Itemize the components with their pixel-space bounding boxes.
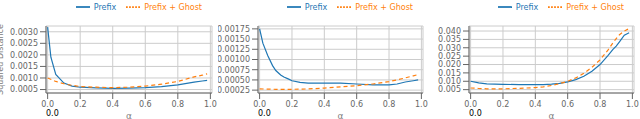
svg-text:0.0: 0.0 xyxy=(253,100,266,109)
svg-text:0.4: 0.4 xyxy=(106,100,119,109)
svg-text:0.00175: 0.00175 xyxy=(218,25,250,34)
html-text:0.0: 0.0 xyxy=(258,109,271,118)
svg-text:0.0015: 0.0015 xyxy=(10,62,38,71)
svg-text:0.8: 0.8 xyxy=(383,100,396,109)
svg-text:0.030: 0.030 xyxy=(438,44,461,53)
html-text:0.0: 0.0 xyxy=(46,109,59,118)
svg-text:0.0010: 0.0010 xyxy=(10,74,38,83)
svg-text:0.00150: 0.00150 xyxy=(218,35,250,44)
svg-text:0.0005: 0.0005 xyxy=(10,85,38,94)
svg-text:0.035: 0.035 xyxy=(438,35,461,44)
html-text:Prefix + Ghost: Prefix + Ghost xyxy=(566,2,624,12)
html-text:0.0: 0.0 xyxy=(469,109,482,118)
svg-text:0.0030: 0.0030 xyxy=(10,28,38,37)
html-text:Prefix: Prefix xyxy=(93,2,117,12)
html-text:Prefix: Prefix xyxy=(515,2,539,12)
svg-text:0.015: 0.015 xyxy=(438,69,461,78)
svg-text:α: α xyxy=(338,111,344,119)
svg-text:0.0: 0.0 xyxy=(464,100,477,109)
svg-text:α: α xyxy=(549,111,555,119)
svg-text:0.4: 0.4 xyxy=(529,100,542,109)
svg-text:0.4: 0.4 xyxy=(318,100,331,109)
svg-text:0.0020: 0.0020 xyxy=(10,51,38,60)
svg-text:0.005: 0.005 xyxy=(438,85,461,94)
svg-text:0.00100: 0.00100 xyxy=(218,55,250,64)
svg-text:0.8: 0.8 xyxy=(594,100,607,109)
svg-text:0.010: 0.010 xyxy=(438,77,461,86)
svg-text:0.6: 0.6 xyxy=(139,100,152,109)
svg-text:0.2: 0.2 xyxy=(286,100,299,109)
svg-text:1.0: 1.0 xyxy=(415,100,428,109)
svg-text:0.00125: 0.00125 xyxy=(218,45,250,54)
svg-text:0.6: 0.6 xyxy=(561,100,574,109)
svg-text:0.00050: 0.00050 xyxy=(218,76,250,85)
svg-text:0.00025: 0.00025 xyxy=(218,86,250,95)
svg-text:0.0025: 0.0025 xyxy=(10,39,38,48)
svg-text:0.2: 0.2 xyxy=(74,100,87,109)
html-text:Prefix + Ghost: Prefix + Ghost xyxy=(355,2,413,12)
svg-text:0.2: 0.2 xyxy=(497,100,510,109)
svg-text:0.020: 0.020 xyxy=(438,60,461,69)
svg-text:Squared Distance: Squared Distance xyxy=(0,24,5,95)
html-text:Prefix + Ghost: Prefix + Ghost xyxy=(144,2,202,12)
svg-text:0.8: 0.8 xyxy=(171,100,184,109)
svg-text:0.00075: 0.00075 xyxy=(218,66,250,75)
svg-text:0.025: 0.025 xyxy=(438,52,461,61)
svg-text:1.0: 1.0 xyxy=(626,100,639,109)
html-text:Prefix: Prefix xyxy=(304,2,328,12)
svg-text:0.040: 0.040 xyxy=(438,27,461,36)
svg-text:α: α xyxy=(126,111,132,119)
svg-text:0.0: 0.0 xyxy=(41,100,54,109)
svg-text:1.0: 1.0 xyxy=(204,100,217,109)
svg-text:0.6: 0.6 xyxy=(350,100,363,109)
